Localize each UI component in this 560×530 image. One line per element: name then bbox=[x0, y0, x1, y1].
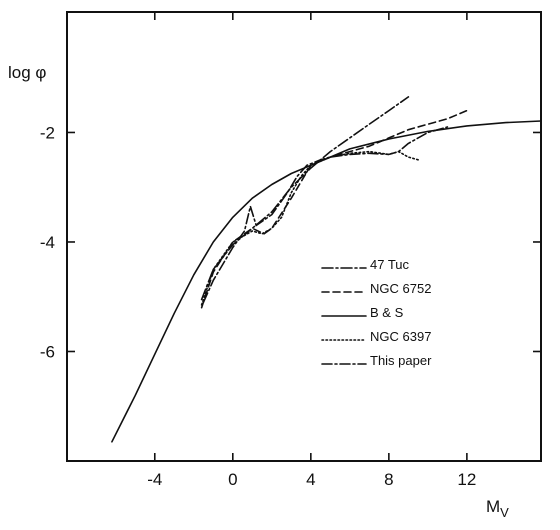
y-tick-label: -6 bbox=[40, 342, 55, 361]
series-layer bbox=[111, 96, 542, 443]
x-tick-label: 8 bbox=[384, 470, 393, 489]
legend: 47 Tuc NGC 6752 B & S NGC 6397 This paper bbox=[321, 257, 432, 368]
y-axis-label: log φ bbox=[8, 63, 46, 82]
x-axis-label-main: M bbox=[486, 497, 500, 516]
legend-label-47-tuc: 47 Tuc bbox=[370, 257, 410, 272]
y-tick-label: -2 bbox=[40, 123, 55, 142]
x-tick-label: 4 bbox=[306, 470, 315, 489]
plot-frame bbox=[66, 11, 542, 462]
x-tick-label: -4 bbox=[147, 470, 162, 489]
x-axis-label-subscript: V bbox=[500, 505, 509, 520]
x-tick-label: 0 bbox=[228, 470, 237, 489]
legend-label-ngc-6752: NGC 6752 bbox=[370, 281, 431, 296]
series-line-b-s bbox=[111, 120, 542, 443]
x-axis-label: MV bbox=[486, 497, 509, 520]
legend-label-this-paper: This paper bbox=[370, 353, 432, 368]
series-line-this-paper bbox=[202, 126, 449, 303]
legend-label-ngc-6397: NGC 6397 bbox=[370, 329, 431, 344]
x-tick-label: 12 bbox=[457, 470, 476, 489]
y-tick-label: -4 bbox=[40, 233, 55, 252]
legend-label-b-s: B & S bbox=[370, 305, 404, 320]
ticks-layer: -4 0 4 8 12 -2 -4 -6 bbox=[40, 12, 541, 489]
